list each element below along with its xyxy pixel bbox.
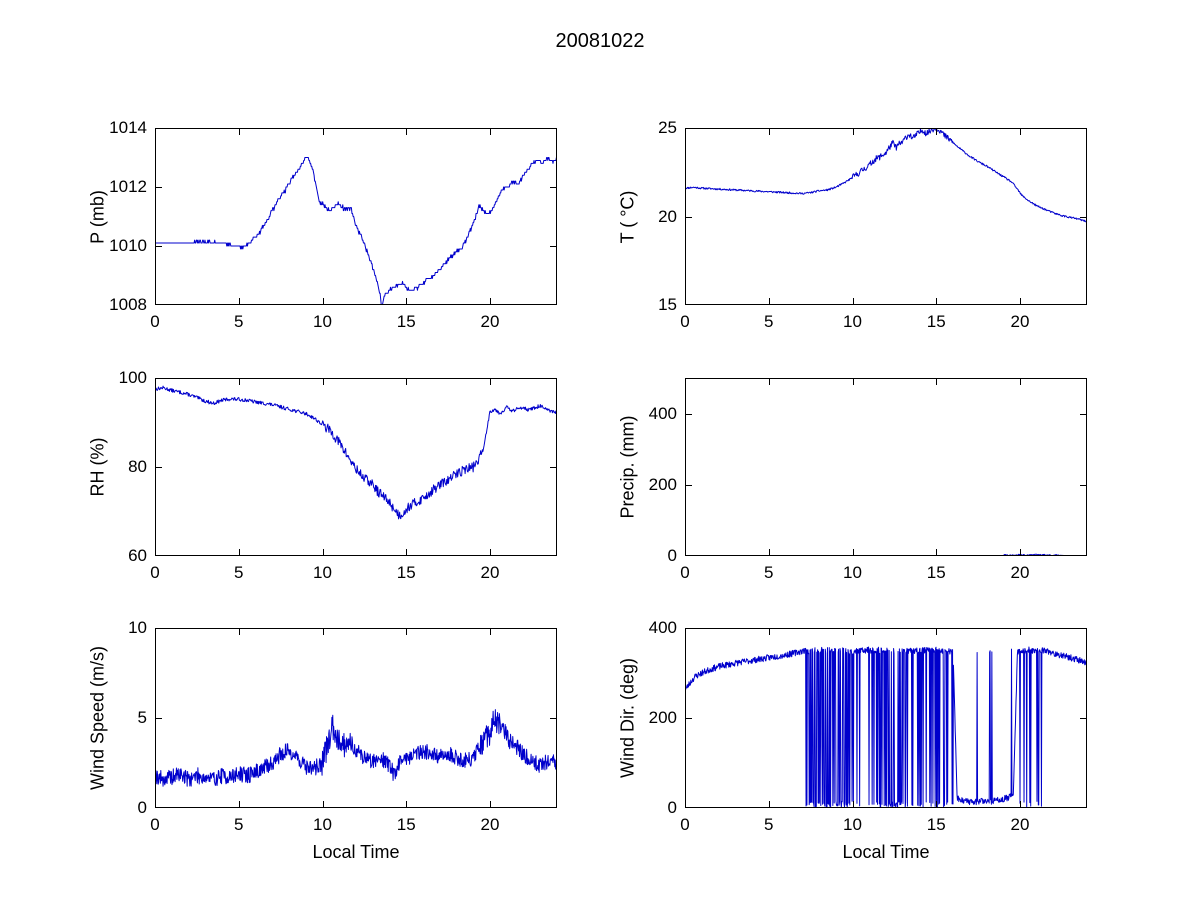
x-tick-label: 5 <box>234 312 244 331</box>
x-tick-label: 0 <box>150 815 160 834</box>
x-tick-label: 5 <box>764 312 774 331</box>
pressure-plot-canvas <box>155 128 557 305</box>
wind-speed-xlabel: Local Time <box>312 842 400 862</box>
x-tick-label: 10 <box>843 815 862 834</box>
subplot-precipitation: Precip. (mm) 0 5 10 15 20 0 200 400 <box>618 378 1087 582</box>
x-tick-label: 5 <box>764 815 774 834</box>
subplot-pressure: P (mb) 0 5 10 15 20 1008 1010 1012 1014 <box>88 118 557 331</box>
subplot-humidity: RH (%) 0 5 10 15 20 60 80 100 <box>88 368 557 582</box>
wind-direction-plot-canvas <box>685 628 1087 808</box>
x-tick-label: 5 <box>764 563 774 582</box>
x-tick-label: 10 <box>313 815 332 834</box>
x-tick-label: 20 <box>1010 815 1030 834</box>
x-tick-label: 15 <box>396 563 416 582</box>
x-tick-label: 20 <box>1010 563 1030 582</box>
subplot-wind-direction: Wind Dir. (deg) Local Time 0 5 10 15 20 0 200 4… <box>618 618 1087 862</box>
x-tick-label: 10 <box>843 563 862 582</box>
wind-speed-plot-canvas <box>155 628 557 808</box>
y-tick-label: 100 <box>118 368 147 387</box>
wind-direction-xlabel: Local Time <box>842 842 930 862</box>
y-tick-label: 15 <box>658 295 677 314</box>
y-tick-label: 5 <box>137 708 147 727</box>
x-tick-label: 0 <box>680 815 690 834</box>
subplot-wind-speed: Wind Speed (m/s) Local Time 0 5 10 15 20 0 5 10 <box>88 618 557 862</box>
x-tick-label: 0 <box>680 312 690 331</box>
x-tick-label: 15 <box>396 815 416 834</box>
y-tick-label: 200 <box>648 708 677 727</box>
x-tick-label: 15 <box>926 563 946 582</box>
y-tick-label: 1010 <box>109 236 147 255</box>
precipitation-plot-canvas <box>685 378 1087 556</box>
x-tick-label: 10 <box>843 312 862 331</box>
y-tick-label: 0 <box>667 798 677 817</box>
y-tick-label: 60 <box>128 546 147 565</box>
y-tick-label: 10 <box>128 618 147 637</box>
figure-title: 20081022 <box>555 30 645 52</box>
x-tick-label: 15 <box>926 815 946 834</box>
y-tick-label: 1014 <box>109 118 147 137</box>
y-tick-label: 80 <box>128 457 147 476</box>
x-tick-label: 20 <box>480 815 500 834</box>
y-tick-label: 1012 <box>109 177 147 196</box>
subplot-temperature: T ( °C) 0 5 10 15 20 15 20 25 <box>618 118 1087 331</box>
x-tick-label: 10 <box>313 563 332 582</box>
x-tick-label: 5 <box>234 563 244 582</box>
x-tick-label: 5 <box>234 815 244 834</box>
y-tick-label: 1008 <box>109 295 147 314</box>
y-tick-label: 0 <box>667 546 677 565</box>
x-tick-label: 20 <box>1010 312 1030 331</box>
x-tick-label: 10 <box>313 312 332 331</box>
x-tick-label: 20 <box>480 312 500 331</box>
humidity-plot-canvas <box>155 378 557 556</box>
x-tick-label: 20 <box>480 563 500 582</box>
x-tick-label: 0 <box>680 563 690 582</box>
y-tick-label: 25 <box>658 118 677 137</box>
y-tick-label: 200 <box>648 474 677 494</box>
y-tick-label: 20 <box>658 206 677 226</box>
y-tick-label: 400 <box>648 618 677 637</box>
precipitation-ylabel: Precip. (mm) <box>617 415 638 519</box>
y-tick-label: 400 <box>648 403 677 423</box>
x-tick-label: 0 <box>150 312 160 331</box>
y-tick-label: 0 <box>137 798 147 817</box>
temperature-plot-canvas <box>685 128 1087 305</box>
x-tick-label: 15 <box>926 312 946 331</box>
x-tick-label: 15 <box>396 312 416 331</box>
x-tick-label: 0 <box>150 563 160 582</box>
